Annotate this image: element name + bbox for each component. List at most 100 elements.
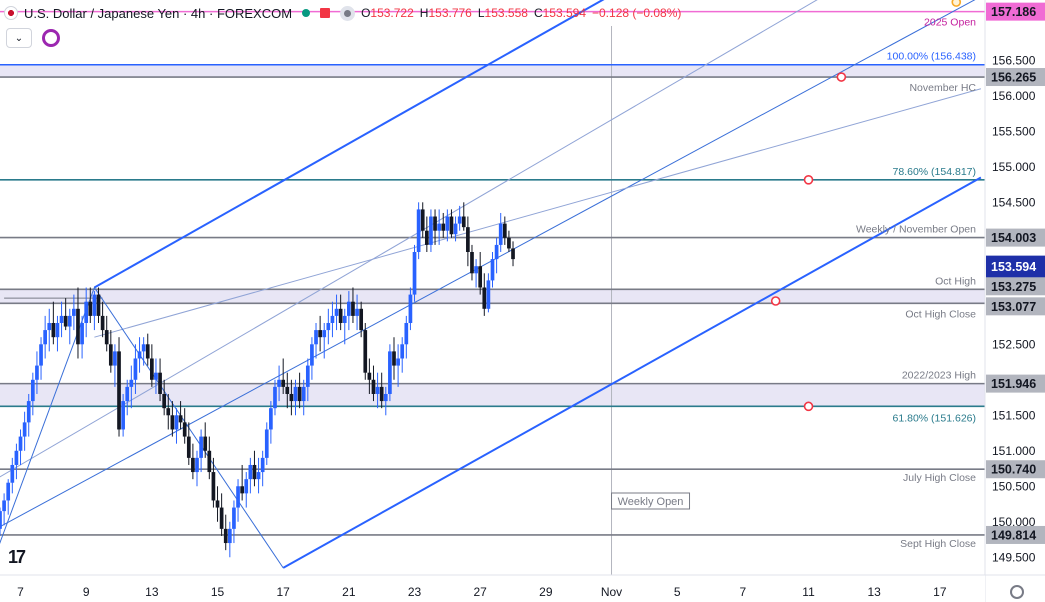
- candle-body-122: [498, 223, 503, 245]
- time-tick-14: 17: [933, 585, 947, 599]
- level-marker-2: [770, 296, 781, 306]
- price-label-4: 153.275: [991, 280, 1036, 294]
- candle-body-37: [150, 358, 154, 380]
- candle-body-40: [162, 393, 167, 409]
- candle-body-82: [334, 308, 339, 316]
- time-tick-13: 13: [868, 585, 882, 599]
- candle-body-94: [383, 393, 388, 402]
- price-zone-2: [0, 383, 985, 407]
- candle-body-53: [215, 500, 220, 508]
- candle-body-98: [400, 344, 405, 359]
- price-zone-1: [0, 289, 985, 304]
- candle-body-69: [281, 379, 286, 387]
- price-label-1: 156.265: [991, 71, 1036, 85]
- level-label-3: 78.60% (154.817): [893, 166, 976, 178]
- collapse-chevron-down-icon[interactable]: ⌄: [6, 28, 32, 48]
- candle-body-42: [170, 415, 175, 430]
- candle-body-33: [133, 358, 138, 380]
- sync-icon[interactable]: [42, 29, 60, 47]
- level-label-4: Weekly / November Open: [856, 224, 976, 236]
- candle-body-47: [191, 457, 195, 473]
- candle-body-114: [466, 227, 470, 253]
- candle-body-110: [449, 216, 454, 235]
- level-label-6: Oct High Close: [905, 308, 976, 320]
- candle-body-9: [35, 365, 39, 380]
- level-label-10: Sept High Close: [900, 538, 976, 550]
- candle-body-80: [326, 322, 331, 331]
- time-tick-7: 27: [474, 585, 488, 599]
- candle-body-27: [108, 344, 113, 366]
- candle-body-125: [511, 248, 515, 260]
- price-tick-11: 151.000: [992, 444, 1036, 458]
- candle-body-117: [478, 266, 483, 288]
- candle-body-83: [338, 308, 343, 323]
- candle-body-38: [154, 372, 158, 380]
- settings-gear-icon[interactable]: [1010, 585, 1024, 599]
- level-label-1: 100.00% (156.438): [887, 51, 976, 63]
- header-buttons: ⌄: [6, 28, 60, 48]
- candle-body-14: [55, 322, 60, 338]
- candle-body-106: [433, 216, 437, 231]
- price-label-bg-1: [986, 68, 1045, 87]
- price-tick-13: 150.000: [992, 515, 1036, 529]
- candle-body-76: [310, 344, 314, 366]
- price-tick-0: 156.500: [992, 53, 1036, 67]
- candle-body-112: [457, 216, 462, 224]
- price-tick-8: 152.500: [992, 337, 1036, 351]
- candle-body-51: [207, 450, 212, 473]
- price-label-5: 153.077: [991, 300, 1036, 314]
- candle-body-72: [293, 386, 298, 402]
- candle-body-35: [141, 344, 146, 352]
- zones-layer: [0, 64, 985, 407]
- us-flag-icon: [4, 6, 18, 20]
- price-label-bg-0: [986, 2, 1045, 21]
- eye-icon[interactable]: [340, 5, 356, 21]
- candle-body-88: [359, 308, 364, 331]
- price-axis[interactable]: 156.500 156.000 155.500 155.000 154.500 154.0…: [984, 0, 1045, 602]
- candle-body-116: [474, 266, 478, 274]
- candle-body-52: [211, 472, 216, 501]
- candle-body-16: [63, 315, 68, 327]
- time-tick-5: 21: [342, 585, 356, 599]
- channel-lower-line: [282, 176, 982, 569]
- level-marker-3: [803, 401, 814, 412]
- candle-body-32: [129, 379, 134, 387]
- channel-median-line: [0, 0, 976, 528]
- candle-body-12: [47, 322, 52, 331]
- price-tick-2: 155.500: [992, 124, 1036, 138]
- price-label-bg-5: [986, 297, 1045, 316]
- time-axis[interactable]: 7 9 13 15 17 21 23 27 29 Nov 5 7 11 13 17: [0, 574, 1045, 602]
- candle-body-10: [39, 344, 43, 366]
- candle-body-62: [252, 464, 257, 480]
- candle-body-124: [507, 237, 511, 249]
- candle-body-26: [104, 330, 109, 345]
- candle-body-43: [174, 415, 179, 430]
- time-tick-8: 29: [539, 585, 553, 599]
- price-label-7: 150.740: [991, 463, 1036, 477]
- candle-body-99: [404, 322, 409, 345]
- candle-body-66: [269, 408, 273, 430]
- candle-body-15: [59, 315, 64, 323]
- candle-body-56: [227, 528, 232, 544]
- candle-body-64: [260, 457, 265, 473]
- candle-body-30: [121, 401, 125, 430]
- candle-body-6: [22, 422, 27, 437]
- candle-body-87: [355, 308, 359, 316]
- candle-body-58: [236, 486, 240, 508]
- candle-body-78: [318, 330, 322, 338]
- candle-body-17: [67, 315, 72, 327]
- candle-body-46: [186, 436, 191, 458]
- candle-body-81: [330, 315, 335, 323]
- candle-body-60: [244, 479, 249, 494]
- candle-body-49: [199, 436, 203, 458]
- annotation-text: Weekly Open: [618, 496, 684, 508]
- candle-body-115: [470, 252, 474, 274]
- time-tick-6: 23: [408, 585, 422, 599]
- ohlc-readout: O153.722 H153.776 L153.558 C153.594 −0.1…: [361, 6, 682, 20]
- annotation-layer: Weekly Open: [611, 492, 691, 510]
- price-label-0: 157.186: [991, 5, 1036, 19]
- time-tick-1: 9: [83, 585, 90, 599]
- candle-body-28: [113, 351, 117, 366]
- level-label-5: Oct High: [935, 275, 976, 287]
